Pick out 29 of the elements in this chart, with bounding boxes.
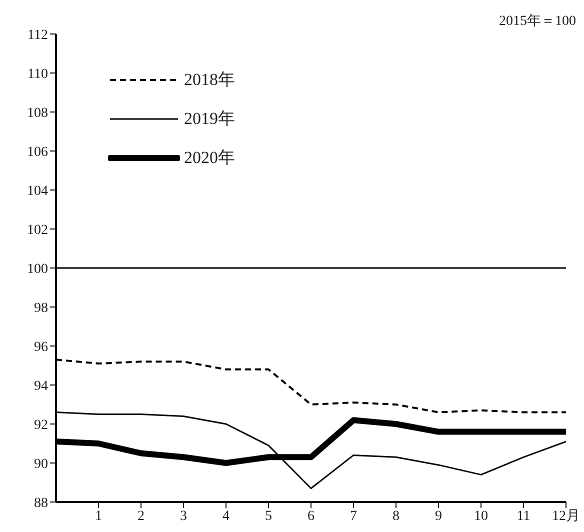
x-tick-label: 2	[138, 508, 144, 524]
y-tick-label: 88	[34, 496, 48, 511]
x-tick-label: 9	[435, 508, 442, 524]
y-tick-label: 110	[28, 66, 48, 82]
x-tick-label: 7	[350, 508, 357, 524]
legend-label: 2018年	[184, 69, 235, 91]
y-tick-label: 96	[34, 340, 48, 355]
y-tick-label: 104	[27, 184, 48, 199]
x-tick-label: 8	[392, 508, 400, 524]
x-tick-label: 1	[95, 508, 102, 524]
x-tick-label: 6	[308, 508, 314, 524]
legend-label: 2020年	[184, 147, 235, 169]
x-tick-label: 10	[474, 508, 488, 524]
y-tick-label: 92	[34, 418, 48, 433]
y-tick-label: 112	[28, 28, 48, 43]
y-tick-label: 102	[27, 222, 48, 238]
x-tick-label: 5	[265, 508, 272, 524]
y-tick-label: 90	[34, 456, 48, 472]
x-tick-label: 12月	[552, 508, 580, 524]
x-tick-label: 3	[180, 508, 187, 524]
legend-label: 2019年	[184, 108, 235, 130]
y-tick-label: 100	[27, 262, 48, 277]
y-tick-label: 108	[27, 106, 48, 121]
y-tick-label: 94	[34, 378, 48, 394]
y-tick-label: 98	[34, 300, 48, 316]
x-tick-label: 11	[516, 508, 530, 524]
y-tick-label: 106	[27, 144, 48, 160]
x-tick-label: 4	[222, 508, 230, 524]
text: 2015年＝100	[499, 12, 576, 30]
